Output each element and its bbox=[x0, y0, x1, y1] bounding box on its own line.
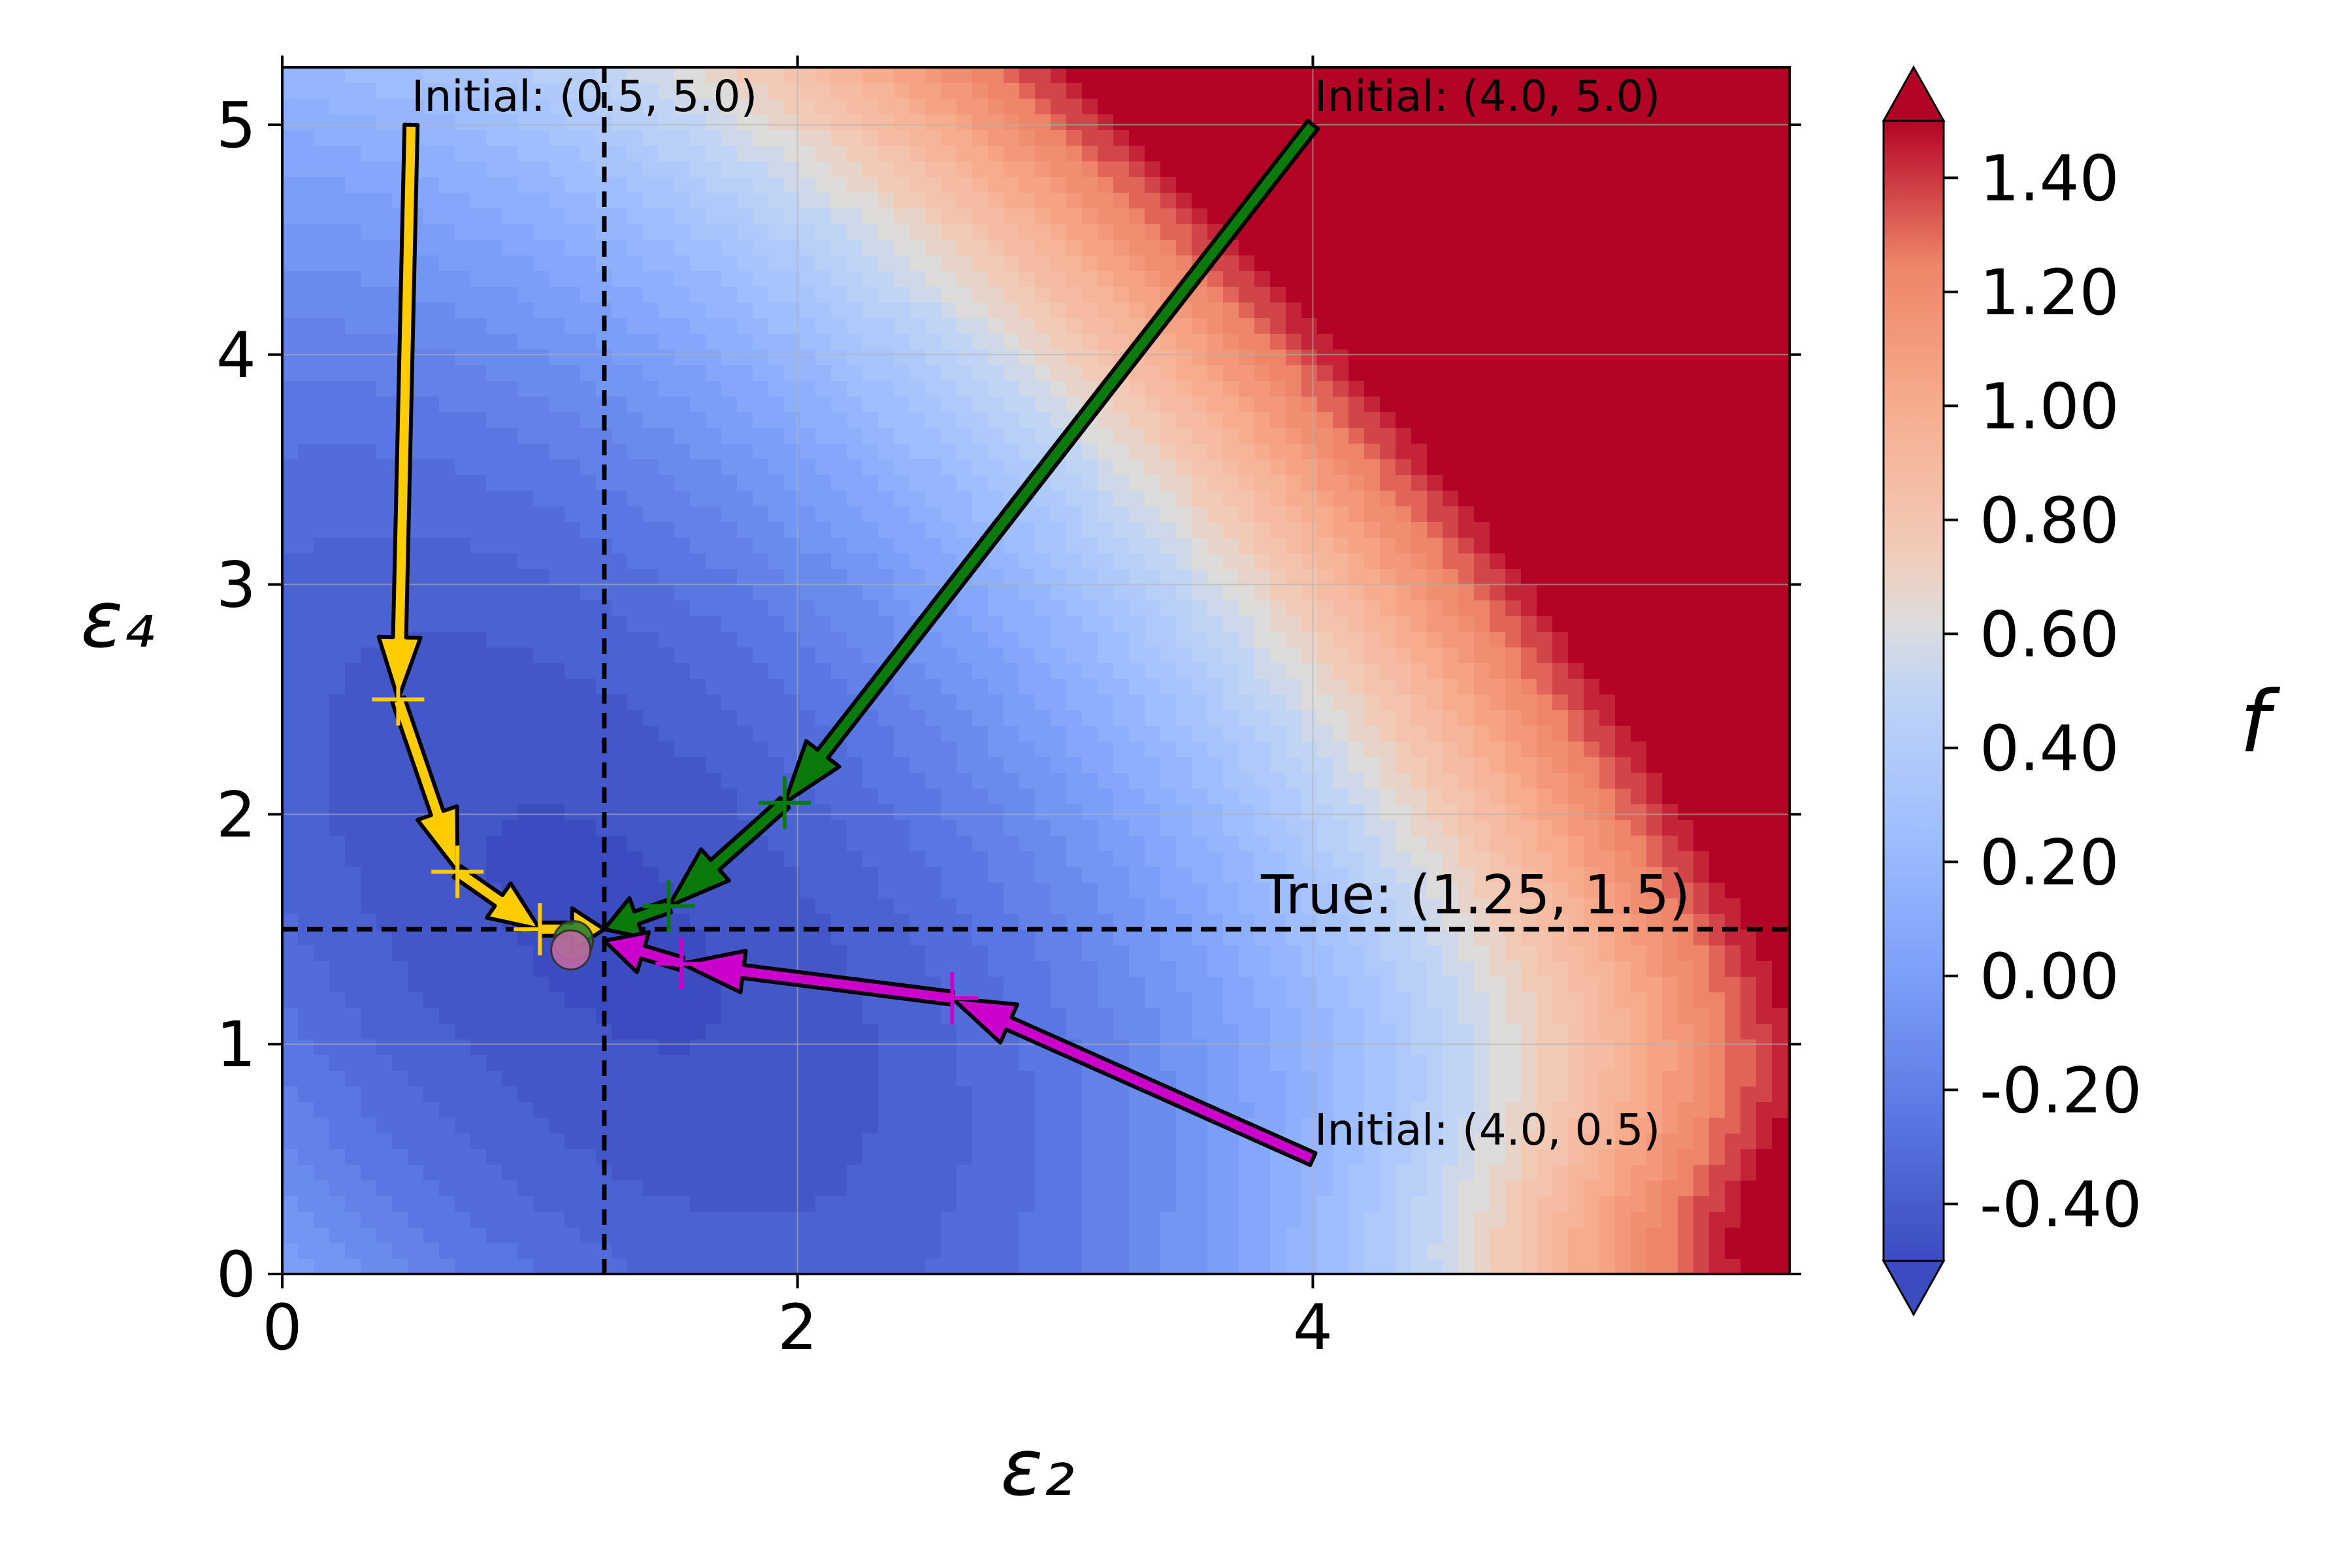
x-tick-label-0: 0 bbox=[262, 1291, 302, 1364]
colorbar-extend-bottom bbox=[1882, 1260, 1946, 1317]
trajectory-2-step-1 bbox=[679, 949, 955, 1007]
colorbar-tick-label-7: 0.00 bbox=[1980, 940, 2119, 1013]
trajectory-0-step-0 bbox=[376, 122, 423, 702]
y-tick-label-5: 5 bbox=[216, 89, 256, 162]
trajectory-2-marker-2 bbox=[655, 938, 708, 990]
y-tick-label-2: 2 bbox=[216, 778, 256, 851]
colorbar-tick-label-8: -0.20 bbox=[1980, 1054, 2142, 1127]
colorbar-label: f bbox=[2240, 672, 2281, 772]
colorbar-tick-label-5: 0.40 bbox=[1980, 712, 2119, 785]
trajectory-0-step-1 bbox=[390, 695, 460, 874]
plot-area: 0 2 4 0 1 2 3 4 5 bbox=[216, 56, 1801, 1364]
trajectory-1-step-1 bbox=[666, 796, 791, 909]
trajectory-2-marker-1 bbox=[926, 972, 979, 1024]
initial-label-1: Initial: (4.0, 5.0) bbox=[1315, 71, 1660, 122]
y-tick-label-4: 4 bbox=[216, 319, 256, 392]
colorbar-tick-label-3: 0.80 bbox=[1980, 484, 2119, 557]
x-tick-label-2: 4 bbox=[1293, 1291, 1333, 1364]
colorbar-tick-label-1: 1.20 bbox=[1980, 256, 2119, 329]
colorbar-extend-top bbox=[1882, 65, 1946, 122]
converged-marker-1 bbox=[550, 929, 592, 971]
trajectory-0-marker-2 bbox=[431, 845, 484, 898]
trajectory-1-step-0 bbox=[783, 118, 1320, 805]
trajectory-1-marker-2 bbox=[642, 880, 695, 933]
colorbar-frame bbox=[1882, 120, 1945, 1262]
contour-field bbox=[282, 67, 1789, 1274]
trajectory-1-marker-1 bbox=[759, 776, 811, 829]
y-tick-label-0: 0 bbox=[216, 1238, 256, 1311]
x-tick-label-1: 2 bbox=[777, 1291, 817, 1364]
colorbar: 1.40 1.20 1.00 0.80 0.60 0.40 0.20 0.00 -0.20 -0.… bbox=[1882, 65, 2281, 1317]
y-tick-label-3: 3 bbox=[216, 549, 256, 622]
trajectory-0-marker-1 bbox=[372, 673, 425, 726]
colorbar-tick-label-9: -0.40 bbox=[1980, 1168, 2142, 1241]
trajectory-2-step-0 bbox=[950, 996, 1318, 1168]
y-axis-label: ε₄ bbox=[81, 575, 155, 666]
trajectories bbox=[372, 118, 1320, 1168]
y-tick-label-1: 1 bbox=[216, 1008, 256, 1081]
colorbar-tick-label-2: 1.00 bbox=[1980, 370, 2119, 443]
colorbar-tick-label-6: 0.20 bbox=[1980, 826, 2119, 899]
x-axis-label: ε₂ bbox=[1001, 1423, 1075, 1514]
axis-ticks: 0 2 4 0 1 2 3 4 5 bbox=[216, 56, 1801, 1364]
initial-label-0: Initial: (0.5, 5.0) bbox=[412, 71, 757, 122]
true-point-label: True: (1.25, 1.5) bbox=[1260, 864, 1690, 926]
initial-label-2: Initial: (4.0, 0.5) bbox=[1315, 1105, 1660, 1155]
colorbar-tick-label-0: 1.40 bbox=[1980, 142, 2119, 215]
plot-frame bbox=[281, 66, 1791, 1275]
colorbar-gradient bbox=[1884, 121, 1944, 1261]
colorbar-ticks: 1.40 1.20 1.00 0.80 0.60 0.40 0.20 0.00 -0.20 -0.… bbox=[1944, 142, 2142, 1241]
colorbar-tick-label-4: 0.60 bbox=[1980, 598, 2119, 671]
